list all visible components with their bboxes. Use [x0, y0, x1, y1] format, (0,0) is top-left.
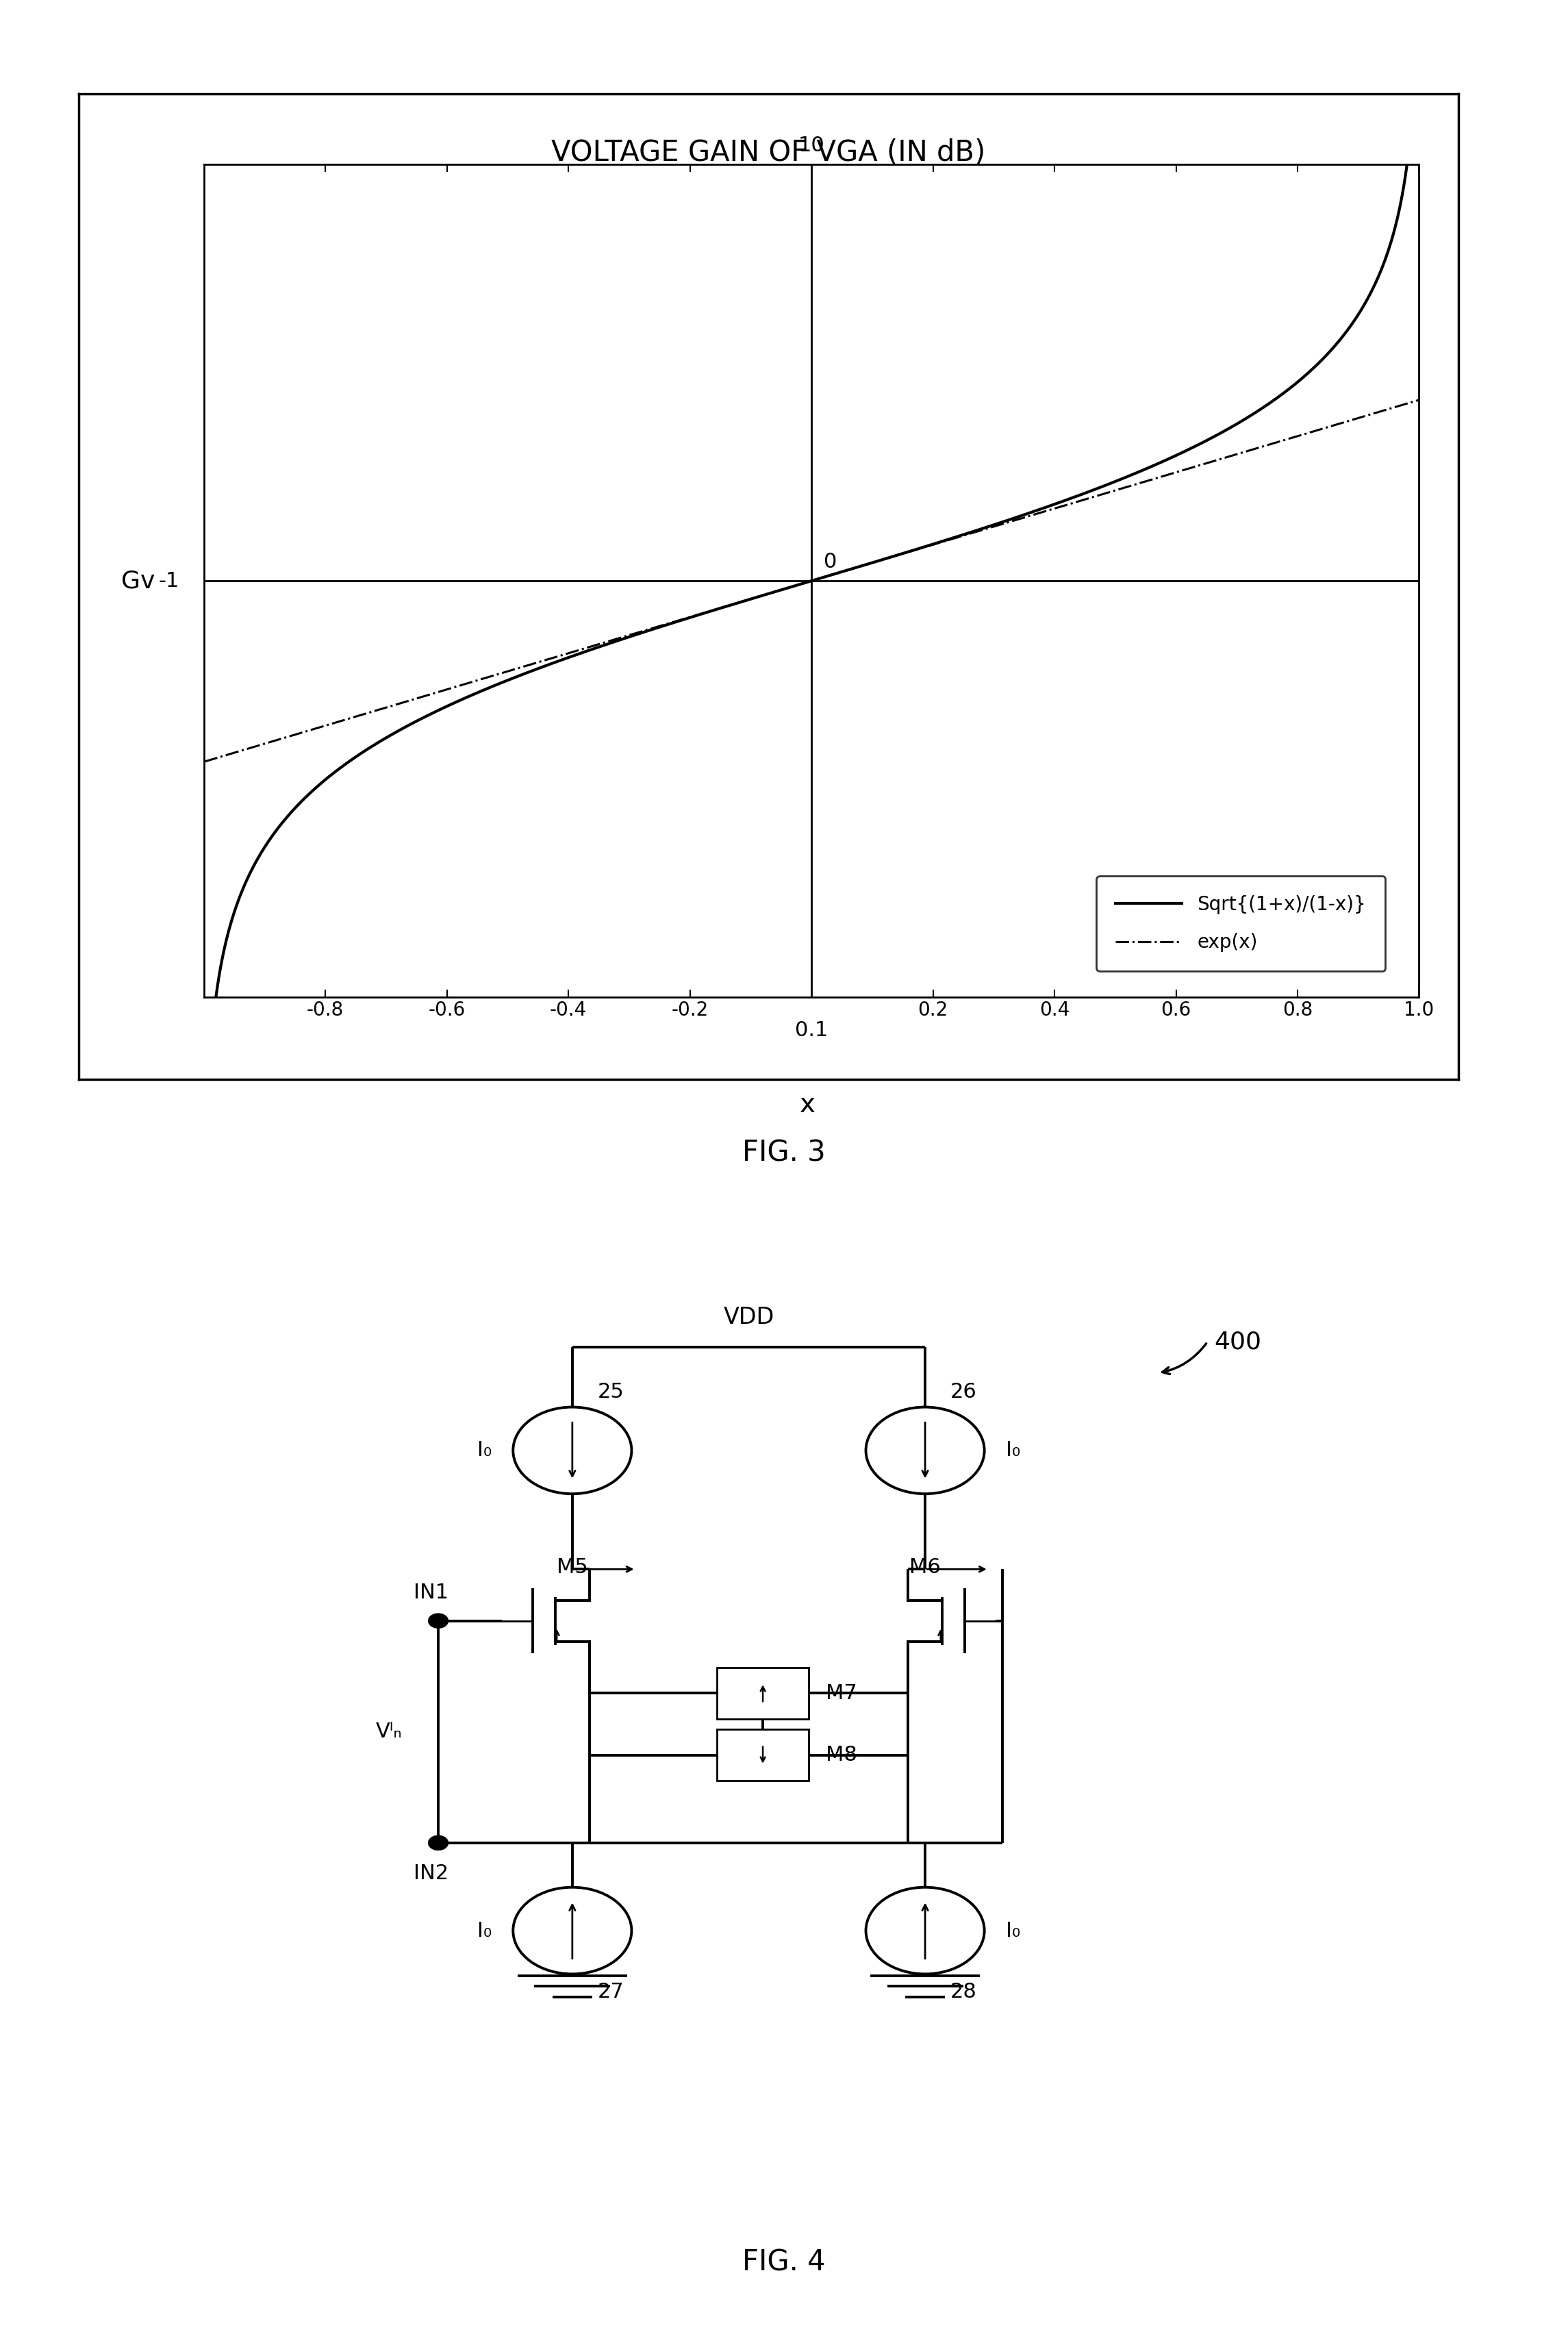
Text: 10: 10	[798, 136, 825, 155]
Text: IN1: IN1	[414, 1582, 448, 1603]
Text: M8: M8	[826, 1746, 858, 1765]
Bar	[717, 1730, 809, 1781]
Text: M5: M5	[557, 1558, 588, 1577]
Text: 0: 0	[823, 552, 837, 573]
Text: FIG. 3: FIG. 3	[742, 1138, 826, 1166]
Circle shape	[428, 1615, 448, 1629]
Text: I₀: I₀	[1005, 1920, 1021, 1941]
Text: 400: 400	[1215, 1331, 1262, 1354]
Text: M7: M7	[826, 1683, 858, 1704]
Text: 25: 25	[597, 1382, 624, 1401]
Text: Vᴵₙ: Vᴵₙ	[376, 1723, 401, 1741]
Text: IN2: IN2	[414, 1864, 448, 1882]
Text: x: x	[800, 1091, 815, 1117]
Text: 28: 28	[950, 1983, 977, 2002]
Text: 0.1: 0.1	[795, 1021, 828, 1040]
Text: VOLTAGE GAIN OF VGA (IN dB): VOLTAGE GAIN OF VGA (IN dB)	[552, 138, 985, 167]
Text: I₀: I₀	[1005, 1441, 1021, 1460]
Text: 27: 27	[597, 1983, 624, 2002]
Text: I₀: I₀	[477, 1441, 492, 1460]
Text: -1: -1	[158, 570, 179, 591]
Bar	[717, 1666, 809, 1718]
Text: FIG. 4: FIG. 4	[742, 2248, 826, 2277]
Circle shape	[428, 1835, 448, 1849]
Text: VDD: VDD	[723, 1305, 775, 1328]
Text: M6: M6	[909, 1558, 941, 1577]
Text: I₀: I₀	[477, 1920, 492, 1941]
Legend: Sqrt{(1+x)/(1-x)}, exp(x): Sqrt{(1+x)/(1-x)}, exp(x)	[1096, 875, 1385, 972]
Text: Gv: Gv	[121, 570, 155, 591]
Text: 26: 26	[950, 1382, 977, 1401]
